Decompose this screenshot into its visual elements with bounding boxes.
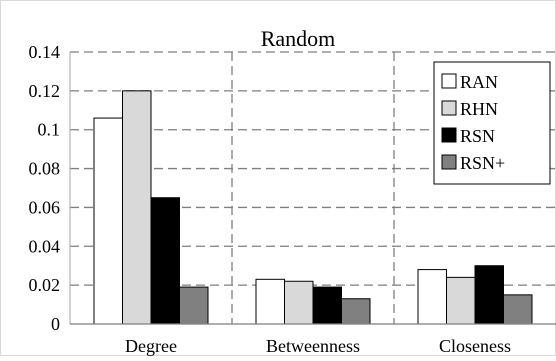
bar-ran-degree: [94, 118, 123, 324]
chart-title: Random: [261, 26, 336, 51]
y-tick-label: 0.06: [29, 197, 61, 217]
x-tick-label: Betweenness: [266, 336, 360, 356]
y-tick-label: 0.1: [38, 120, 61, 140]
legend-label: RHN: [460, 99, 498, 119]
legend-label: RSN+: [460, 153, 505, 173]
bar-rhn-betweenness: [285, 281, 314, 324]
bar-rsn-degree: [151, 198, 180, 324]
legend-swatch: [442, 74, 456, 88]
bar-rsn-plus-betweenness: [342, 299, 371, 324]
legend: RAN RHN RSN RSN+: [434, 62, 550, 184]
x-tick-label: Degree: [125, 336, 177, 356]
y-tick-label: 0.04: [29, 236, 61, 256]
y-tick-label: 0.02: [29, 275, 61, 295]
bar-ran-betweenness: [256, 279, 285, 324]
bar-rsn-closeness: [475, 266, 504, 324]
legend-swatch: [442, 155, 456, 169]
bar-rsn-plus-closeness: [504, 295, 533, 324]
y-tick-label: 0: [51, 314, 60, 334]
legend-swatch: [442, 101, 456, 115]
legend-label: RSN: [460, 126, 495, 146]
bar-rhn-closeness: [447, 277, 476, 324]
y-tick-label: 0.14: [29, 42, 61, 62]
bar-rsn-plus-degree: [180, 287, 209, 324]
legend-label: RAN: [460, 72, 498, 92]
bar-rhn-degree: [123, 91, 152, 324]
y-tick-label: 0.08: [29, 159, 61, 179]
y-tick-label: 0.12: [29, 81, 61, 101]
x-tick-label: Closeness: [439, 336, 511, 356]
bar-rsn-betweenness: [313, 287, 342, 324]
legend-swatch: [442, 128, 456, 142]
bar-ran-closeness: [418, 270, 447, 324]
